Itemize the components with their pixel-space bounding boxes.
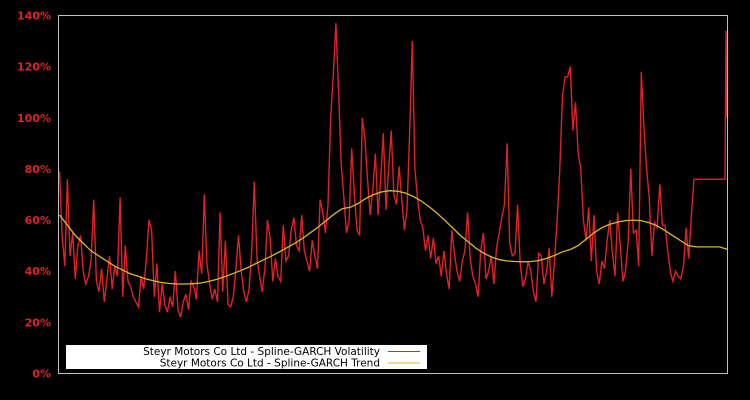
legend: Steyr Motors Co Ltd - Spline-GARCH Volat…	[66, 345, 427, 370]
trend-line	[58, 190, 728, 285]
legend-box	[66, 345, 427, 369]
legend-label-trend: Steyr Motors Co Ltd - Spline-GARCH Trend	[160, 358, 380, 370]
legend-label-volatility: Steyr Motors Co Ltd - Spline-GARCH Volat…	[143, 346, 380, 358]
y-tick-label: 140%	[17, 10, 51, 23]
y-tick-label: 120%	[17, 61, 51, 74]
y-axis-ticks: 0% 20% 40% 60% 80% 100% 120% 140%	[17, 10, 51, 381]
y-tick-label: 20%	[25, 316, 51, 329]
volatility-line	[58, 23, 728, 318]
y-tick-label: 80%	[25, 163, 51, 176]
series-layer	[58, 23, 728, 318]
y-tick-label: 100%	[17, 112, 51, 125]
y-tick-label: 0%	[32, 368, 51, 381]
plot-frame	[58, 15, 728, 374]
y-tick-label: 60%	[25, 214, 51, 227]
y-tick-label: 40%	[25, 265, 51, 278]
